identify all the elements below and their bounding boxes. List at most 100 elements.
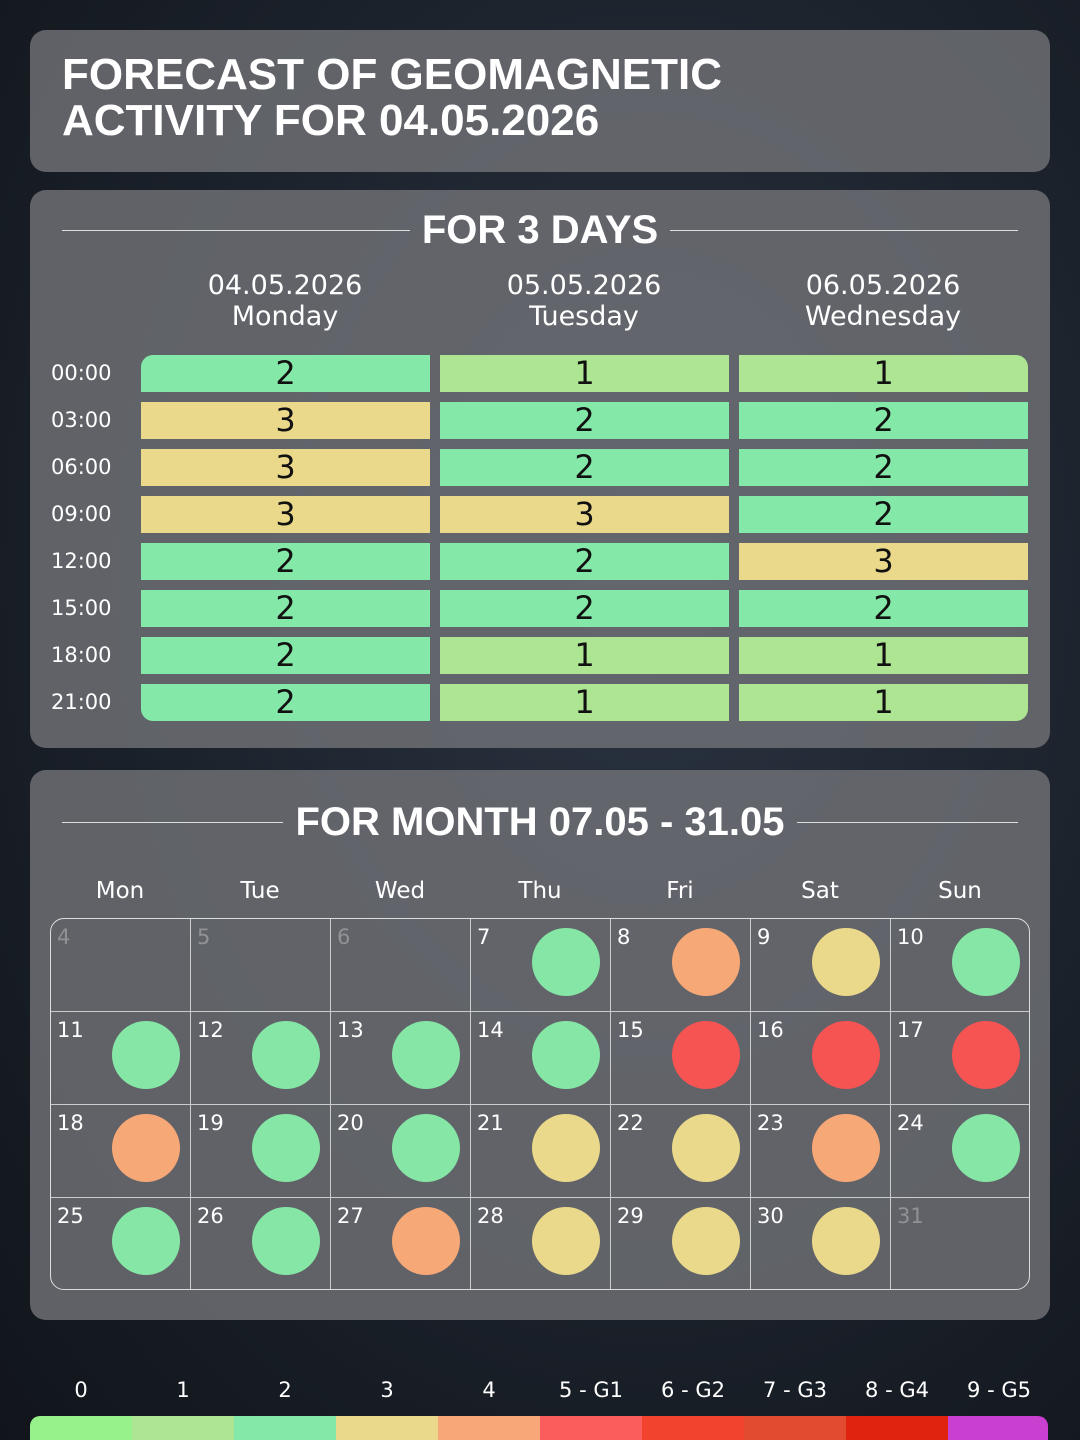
weekday-label: Tue [240,878,280,904]
day-number: 21 [477,1111,504,1135]
forecast-cell: 3 [440,496,729,533]
weekday-label: Wed [374,878,426,904]
forecast-cell: 1 [739,637,1028,674]
three-day-panel: FOR 3 DAYS 04.05.2026 Monday 05.05.2026 Tue… [30,190,1050,748]
day-date: 06.05.2026 [805,270,961,301]
day-number: 9 [757,925,771,949]
forecast-cell: 1 [739,684,1028,721]
calendar-day: 11 [51,1012,191,1105]
legend-label: 8 - G4 [865,1378,929,1402]
time-label: 03:00 [51,408,112,432]
title: FORECAST OF GEOMAGNETIC ACTIVITY FOR 04.… [62,50,722,145]
legend-swatch [336,1416,438,1440]
calendar-day: 21 [471,1105,611,1198]
calendar-day: 14 [471,1012,611,1105]
legend-swatch [438,1416,540,1440]
activity-dot [392,1114,460,1182]
day-weekday: Tuesday [529,301,639,332]
forecast-cell: 1 [440,355,729,392]
forecast-cell: 2 [739,590,1028,627]
calendar-day: 10 [891,919,1029,1012]
forecast-cell: 2 [440,590,729,627]
legend-swatch [30,1416,132,1440]
legend-label: 9 - G5 [967,1378,1031,1402]
time-label: 06:00 [51,455,112,479]
weekday-label: Mon [95,878,145,904]
day-weekday: Monday [231,301,339,332]
calendar-grid: 4 5 6 7 8 9 10 11 12 13 14 15 16 17 18 19 20 21 22 23 24 25 26… [50,918,1030,1290]
forecast-cell: 3 [141,496,430,533]
calendar-day: 5 [191,919,331,1012]
legend-swatch [642,1416,744,1440]
activity-dot [532,1114,600,1182]
day-number: 8 [617,925,631,949]
day-number: 19 [197,1111,224,1135]
legend-label: 2 [278,1378,292,1402]
activity-dot [392,1021,460,1089]
activity-dot [112,1114,180,1182]
calendar-day: 30 [751,1198,891,1289]
forecast-cell: 2 [141,543,430,580]
calendar-day: 26 [191,1198,331,1289]
day-number: 20 [337,1111,364,1135]
time-label: 15:00 [51,596,112,620]
calendar-day: 22 [611,1105,751,1198]
calendar-day: 31 [891,1198,1029,1289]
calendar-day: 4 [51,919,191,1012]
forecast-cell: 2 [141,637,430,674]
calendar-day: 15 [611,1012,751,1105]
activity-dot [812,1114,880,1182]
activity-dot [252,1021,320,1089]
day-number: 15 [617,1018,644,1042]
activity-dot [672,1114,740,1182]
weekday-label: Fri [666,878,694,904]
day-weekday: Wednesday [804,301,962,332]
calendar-day: 12 [191,1012,331,1105]
forecast-cell: 3 [141,449,430,486]
time-label: 09:00 [51,502,112,526]
weekday-label: Sat [801,878,839,904]
activity-dot [252,1114,320,1182]
legend-swatch [234,1416,336,1440]
day-number: 6 [337,925,351,949]
weekday-label: Sun [938,878,982,904]
day-number: 27 [337,1204,364,1228]
calendar-day: 17 [891,1012,1029,1105]
forecast-cell: 1 [739,355,1028,392]
day-number: 23 [757,1111,784,1135]
forecast-cell: 2 [141,355,430,392]
day-number: 7 [477,925,491,949]
activity-dot [392,1207,460,1275]
activity-dot [952,1021,1020,1089]
activity-dot [952,928,1020,996]
day-number: 5 [197,925,211,949]
legend-label: 1 [176,1378,190,1402]
activity-dot [812,1207,880,1275]
forecast-cell: 2 [739,402,1028,439]
day-number: 29 [617,1204,644,1228]
calendar-day: 6 [331,919,471,1012]
day-number: 10 [897,925,924,949]
activity-dot [672,1021,740,1089]
three-day-heading: FOR 3 DAYS [50,208,1030,253]
legend-label: 4 [482,1378,496,1402]
activity-dot [672,1207,740,1275]
calendar-day: 8 [611,919,751,1012]
calendar-day: 24 [891,1105,1029,1198]
day-number: 30 [757,1204,784,1228]
day-number: 31 [897,1204,924,1228]
forecast-cell: 2 [440,402,729,439]
legend-label: 6 - G2 [661,1378,725,1402]
day-number: 25 [57,1204,84,1228]
day-number: 12 [197,1018,224,1042]
activity-dot [532,1021,600,1089]
legend-swatch [948,1416,1048,1440]
day-number: 4 [57,925,71,949]
day-number: 18 [57,1111,84,1135]
legend-label: 5 - G1 [559,1378,623,1402]
day-number: 16 [757,1018,784,1042]
day-number: 11 [57,1018,84,1042]
legend-label: 3 [380,1378,394,1402]
calendar-day: 23 [751,1105,891,1198]
heading-text: FOR MONTH 07.05 - 31.05 [295,800,785,844]
